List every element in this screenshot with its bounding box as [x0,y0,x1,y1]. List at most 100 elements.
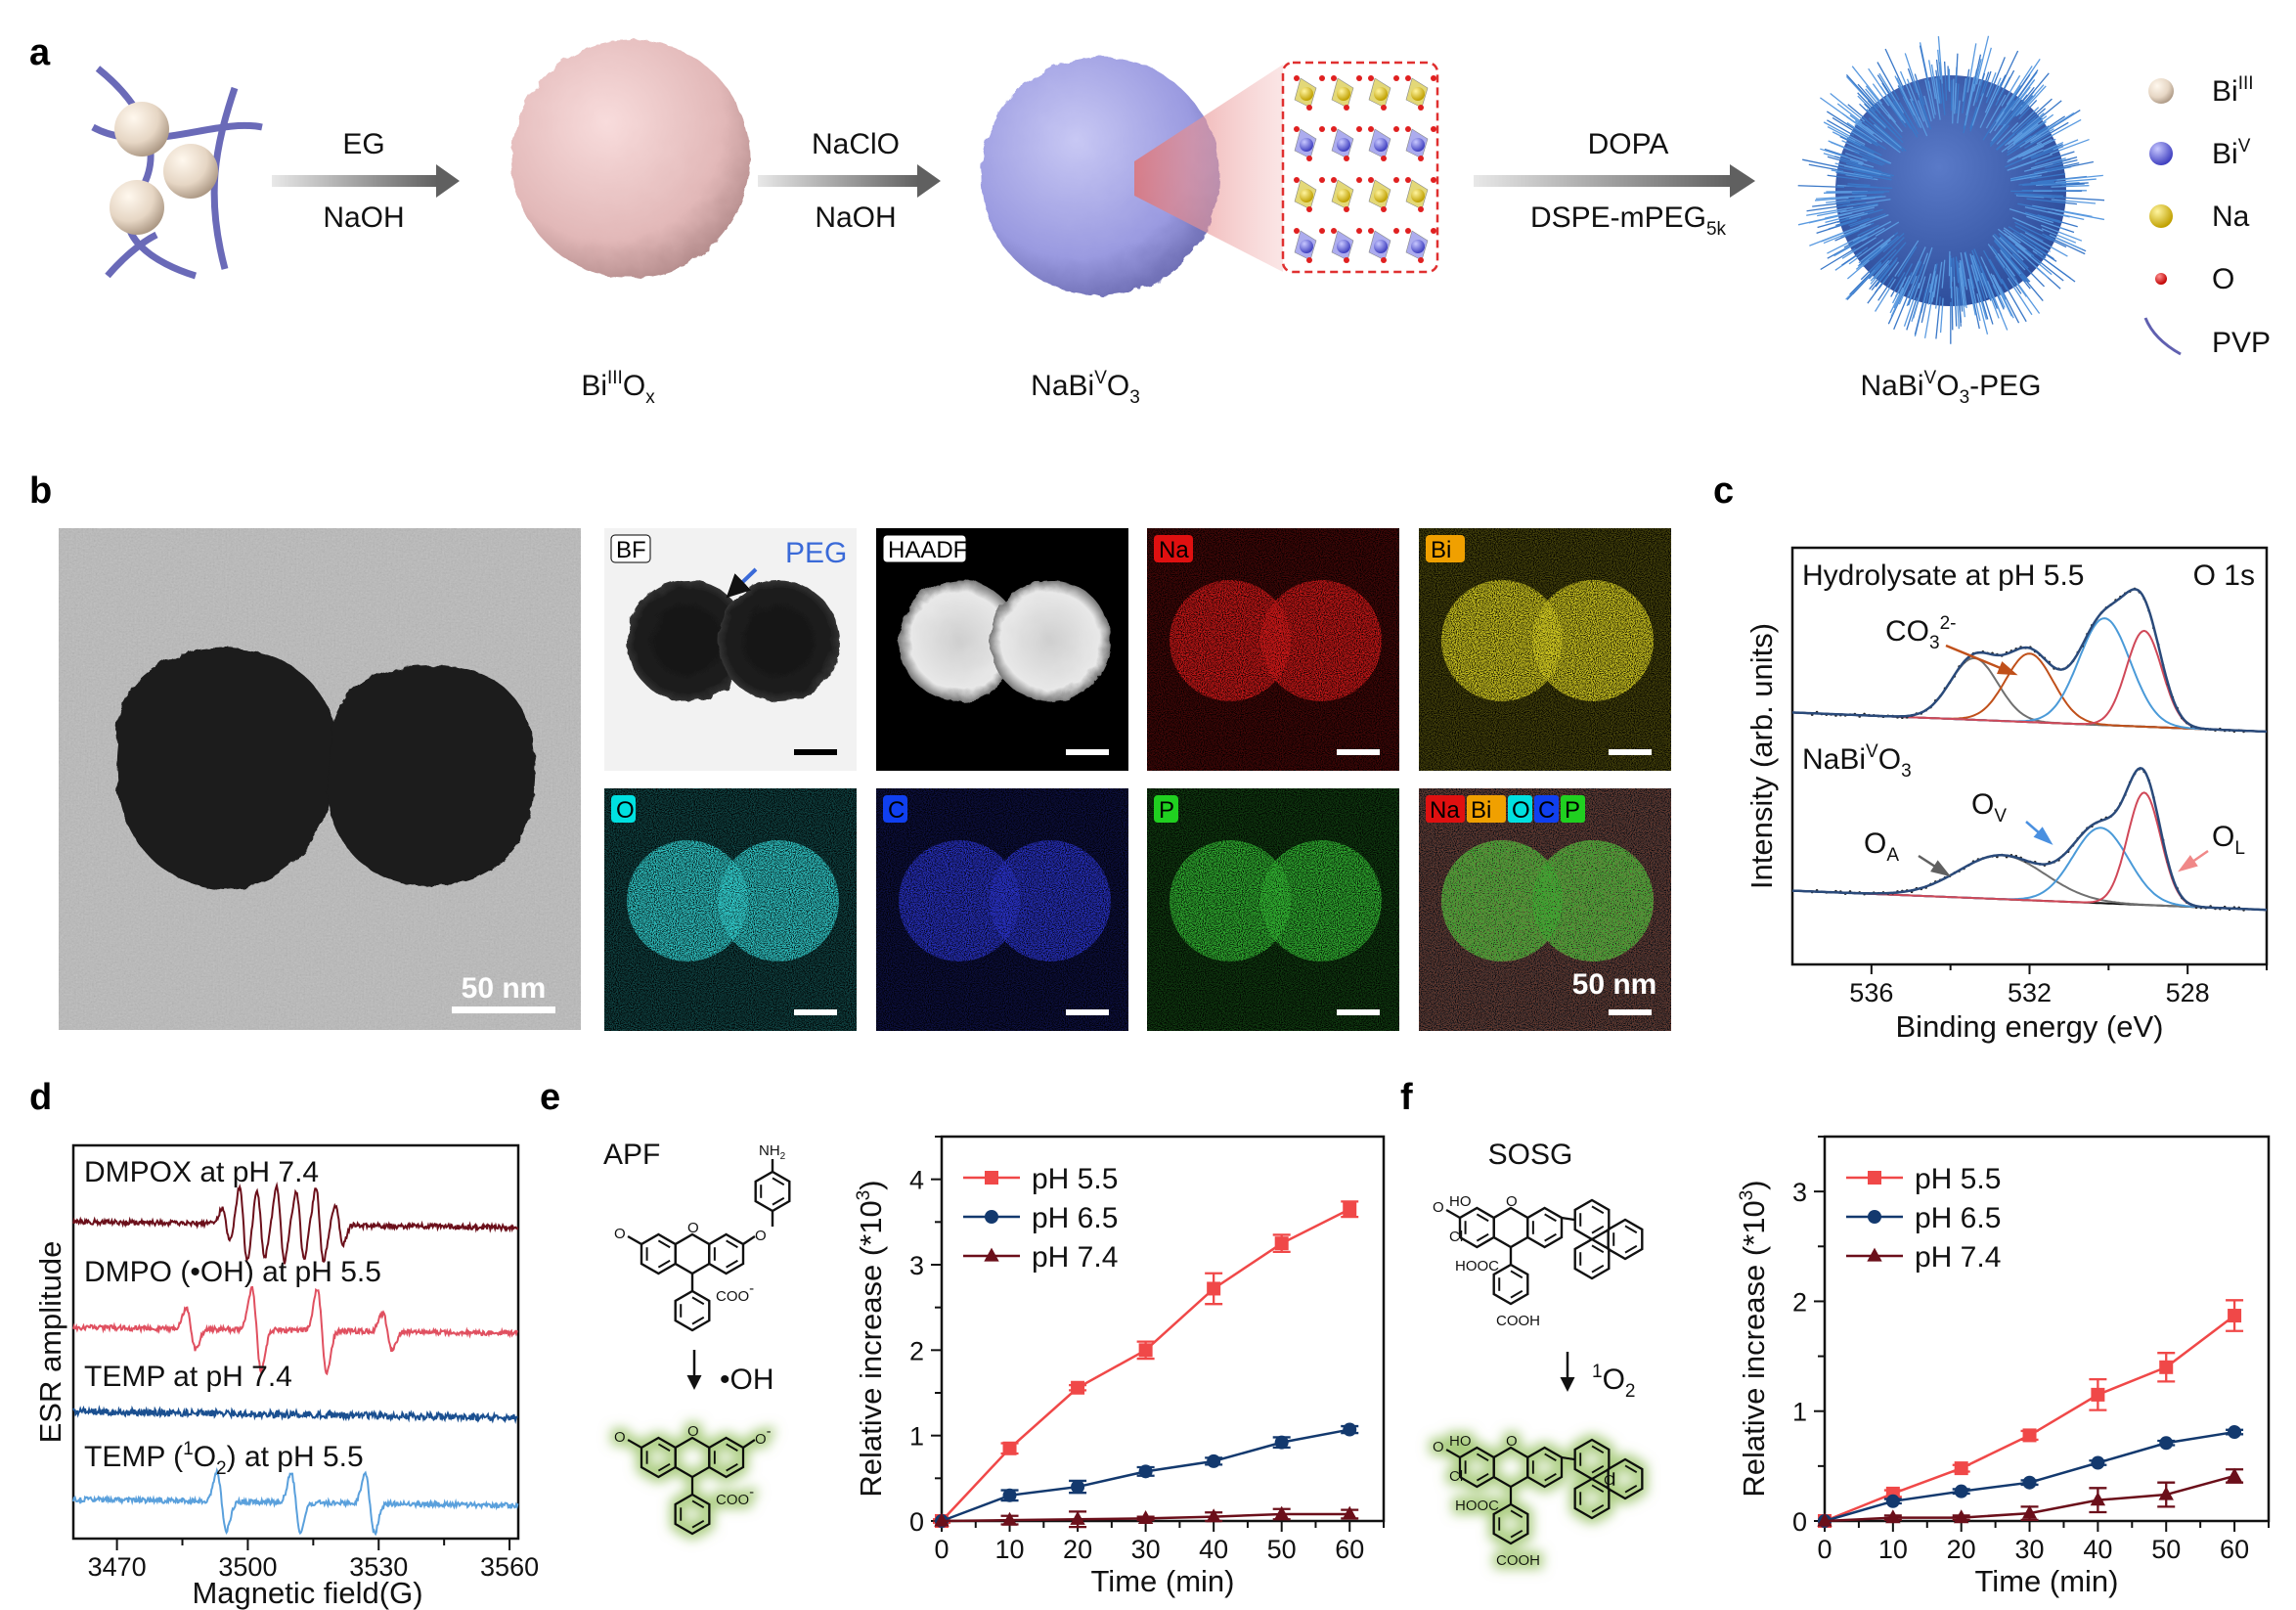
text-span: ) [854,1180,888,1189]
probe-name-apf: APF [603,1139,660,1171]
panel-label-c: c [1713,470,1734,512]
peg-chain [1957,260,1964,312]
esr-trace [72,1467,519,1537]
peg-chain [1844,153,1868,162]
peg-chain [1824,148,1848,157]
peg-chain [2012,113,2054,146]
peg-chain [1832,131,1862,147]
peg-chain [1984,265,1997,290]
probe-molecule: O O O NH2 COO- [614,1142,791,1332]
legend-marker [985,1171,998,1185]
peg-chain [1841,112,1862,128]
x-axis-label: Time (min) [1975,1564,2119,1598]
double-bond [1624,1225,1638,1234]
peg-chain [1841,246,1869,266]
peg-chain [2021,100,2062,133]
particle-signal [718,840,839,962]
legend-marker [984,1247,999,1262]
particle [899,580,1020,701]
hooc-label: HOOC [1455,1258,1499,1275]
peg-chain [1857,224,1879,237]
o-atom [1405,177,1411,183]
o-atom [1405,126,1411,132]
peg-chain [2009,173,2038,181]
peg-chain [1825,211,1865,223]
peg-chain [2043,141,2064,152]
peg-chain [2006,66,2033,106]
spectrum-title-nabio3: NaBiVO3 [1802,741,1912,782]
text-span: O [755,1431,767,1448]
particle-signal [1532,840,1654,962]
peg-chain [1841,140,1880,159]
peg-chain [2016,249,2049,279]
fluorescent-product: O O HO Cl HOOC COOH O [1433,1433,1644,1569]
text-span: COO [716,1288,749,1305]
peg-chain [1831,169,1874,178]
benzene-ring [674,1232,711,1275]
o-atom [1418,156,1424,161]
peg-chain [1835,171,1875,180]
legend-o: O [2212,263,2234,295]
peg-chain [1912,246,1926,276]
x-tick-label: 0 [1817,1535,1832,1564]
peg-chain [1930,64,1940,114]
map-label: C [888,797,905,824]
ring-oxygen-label: O [687,1220,699,1236]
carbonyl-oxygen-label: O [614,1226,626,1242]
tem-scale-label: 50 nm [462,972,547,1005]
overlay-label-c: C [1538,797,1555,824]
o-atom [1368,228,1374,234]
double-bond [1510,1270,1523,1279]
text-span: O [1864,827,1886,860]
bi-atom [1300,138,1313,152]
peg-chain [1952,78,1955,124]
plot-frame [71,1143,520,1541]
peg-chain [1962,77,1967,102]
x-axis-label: Magnetic field(G) [192,1576,422,1610]
triangle-marker [1137,1509,1154,1524]
peg-chain [1976,263,1992,301]
bi-atom [1411,240,1425,253]
o-atom [1431,126,1436,132]
peg-chain [1975,278,1989,320]
peg-chain [1848,217,1871,227]
peg-chain [1849,158,1875,168]
x-tick-label: 40 [2083,1535,2112,1564]
o-atom [1381,105,1387,111]
peg-chain [2021,249,2041,266]
peg-chain [1834,162,1881,175]
peg-chain [1984,77,2002,113]
peg-chain [2008,226,2046,250]
step2-reagent-bottom: NaOH [815,201,896,234]
peg-chain [2001,74,2021,107]
peg-chain [1962,68,1970,114]
peg-chain [1806,206,1854,216]
na-atom [1374,189,1388,202]
text-span: O [1603,1364,1625,1396]
peg-chain [2019,117,2044,137]
text-span: TEMP ( [84,1441,183,1473]
peg-chain [2007,139,2053,163]
peg-chain [1854,163,1882,173]
o-atom [1393,126,1399,132]
peg-chain [2045,159,2078,169]
peg-chain [1994,92,2023,132]
o-atom [1306,105,1312,111]
peg-chain [2024,206,2070,218]
scale-bar [1609,1009,1652,1015]
peg-chain [1996,50,2019,96]
peg-chain [1850,202,1878,209]
peg-chain [2042,233,2086,255]
core-level-label: O 1s [2193,559,2255,592]
text-span: CO [1885,615,1929,648]
bi5-atom-icon [2149,142,2173,165]
peg-chain [1954,82,1958,111]
double-bond [772,1196,785,1206]
peg-chain [2002,94,2028,126]
peg-chain [1854,124,1877,141]
square-marker [2022,1428,2037,1443]
arrow-head-icon [1930,860,1952,877]
square-marker [2091,1387,2105,1402]
ring-oxygen-label: O [1506,1193,1518,1210]
